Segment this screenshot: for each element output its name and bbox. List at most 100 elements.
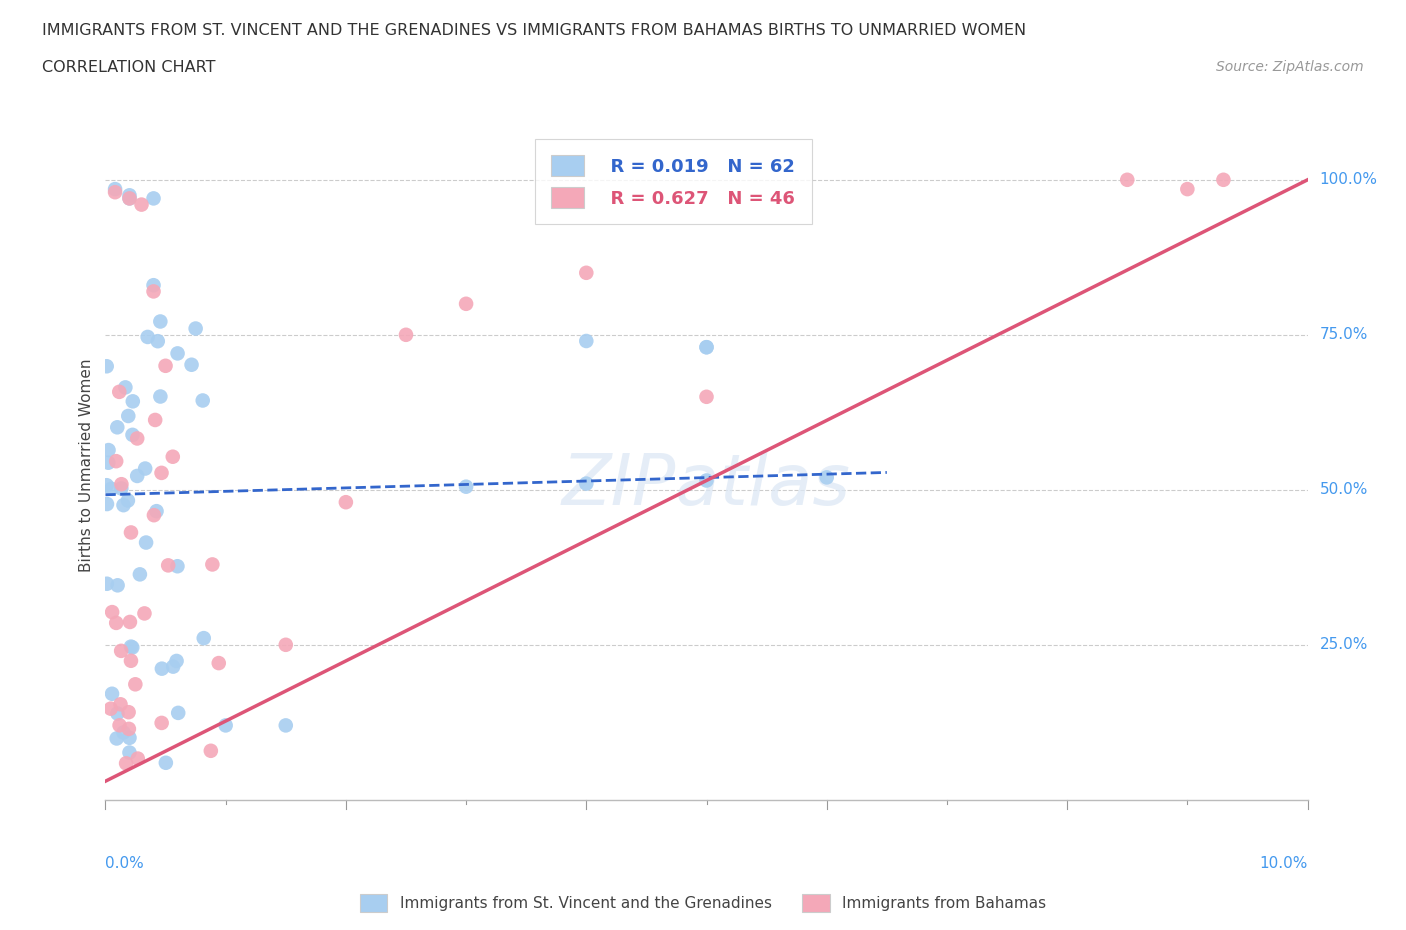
Point: [142, 191, 165, 206]
Point: [96, 577, 118, 591]
Point: [395, 327, 418, 342]
Point: [131, 197, 153, 212]
Point: [124, 677, 146, 692]
Point: [149, 314, 172, 329]
Point: [101, 686, 124, 701]
Point: [1212, 172, 1234, 187]
Point: [118, 188, 141, 203]
Point: [150, 465, 173, 480]
Point: [815, 470, 838, 485]
Point: [134, 606, 156, 621]
Point: [166, 654, 188, 669]
Point: [118, 745, 141, 760]
Point: [121, 640, 143, 655]
Point: [454, 479, 477, 494]
Point: [121, 428, 143, 443]
Text: 50.0%: 50.0%: [1320, 483, 1368, 498]
Point: [166, 559, 188, 574]
Point: [135, 535, 157, 550]
Point: [105, 731, 128, 746]
Point: [110, 477, 132, 492]
Text: ZIPatlas: ZIPatlas: [562, 451, 851, 520]
Point: [162, 449, 184, 464]
Text: 10.0%: 10.0%: [1260, 856, 1308, 870]
Point: [167, 706, 190, 721]
Point: [127, 751, 149, 766]
Point: [166, 346, 188, 361]
Point: [201, 557, 224, 572]
Point: [145, 504, 167, 519]
Point: [136, 329, 159, 344]
Point: [184, 321, 207, 336]
Point: [134, 461, 156, 476]
Point: [335, 495, 357, 510]
Point: [180, 357, 202, 372]
Text: 75.0%: 75.0%: [1320, 327, 1368, 342]
Point: [696, 339, 718, 354]
Point: [155, 358, 177, 373]
Point: [191, 393, 214, 408]
Text: 100.0%: 100.0%: [1320, 172, 1378, 187]
Point: [127, 469, 149, 484]
Point: [143, 413, 166, 428]
Point: [696, 473, 718, 488]
Point: [96, 478, 118, 493]
Point: [118, 722, 141, 737]
Point: [1116, 172, 1139, 187]
Point: [96, 497, 118, 512]
Legend: Immigrants from St. Vincent and the Grenadines, Immigrants from Bahamas: Immigrants from St. Vincent and the Gren…: [354, 888, 1052, 918]
Point: [120, 639, 142, 654]
Point: [121, 394, 143, 409]
Point: [696, 339, 718, 354]
Point: [96, 359, 118, 374]
Point: [118, 615, 141, 630]
Point: [155, 755, 177, 770]
Point: [110, 481, 132, 496]
Point: [112, 725, 135, 740]
Text: CORRELATION CHART: CORRELATION CHART: [42, 60, 215, 75]
Point: [110, 697, 132, 711]
Point: [118, 191, 141, 206]
Point: [149, 389, 172, 404]
Point: [575, 265, 598, 280]
Point: [120, 525, 142, 540]
Point: [108, 384, 131, 399]
Point: [97, 456, 120, 471]
Point: [208, 656, 231, 671]
Point: [114, 380, 136, 395]
Text: Source: ZipAtlas.com: Source: ZipAtlas.com: [1216, 60, 1364, 74]
Point: [108, 718, 131, 733]
Point: [120, 654, 142, 669]
Point: [101, 604, 124, 619]
Point: [117, 493, 139, 508]
Point: [454, 297, 477, 312]
Point: [127, 431, 149, 445]
Legend:   R = 0.019   N = 62,   R = 0.627   N = 46: R = 0.019 N = 62, R = 0.627 N = 46: [536, 140, 811, 224]
Y-axis label: Births to Unmarried Women: Births to Unmarried Women: [79, 358, 94, 572]
Point: [100, 482, 122, 497]
Point: [162, 659, 184, 674]
Point: [118, 730, 141, 745]
Point: [100, 701, 122, 716]
Point: [105, 419, 128, 434]
Text: 25.0%: 25.0%: [1320, 637, 1368, 652]
Point: [117, 408, 139, 423]
Point: [142, 278, 165, 293]
Point: [110, 644, 132, 658]
Point: [115, 756, 138, 771]
Text: 0.0%: 0.0%: [105, 856, 145, 870]
Point: [112, 498, 135, 512]
Point: [117, 705, 139, 720]
Point: [107, 578, 129, 592]
Point: [193, 631, 215, 645]
Point: [696, 390, 718, 405]
Point: [105, 454, 128, 469]
Point: [575, 476, 598, 491]
Point: [1175, 181, 1198, 196]
Point: [128, 567, 150, 582]
Point: [274, 718, 297, 733]
Point: [214, 718, 236, 733]
Point: [150, 715, 173, 730]
Text: IMMIGRANTS FROM ST. VINCENT AND THE GRENADINES VS IMMIGRANTS FROM BAHAMAS BIRTHS: IMMIGRANTS FROM ST. VINCENT AND THE GREN…: [42, 23, 1026, 38]
Point: [142, 508, 165, 523]
